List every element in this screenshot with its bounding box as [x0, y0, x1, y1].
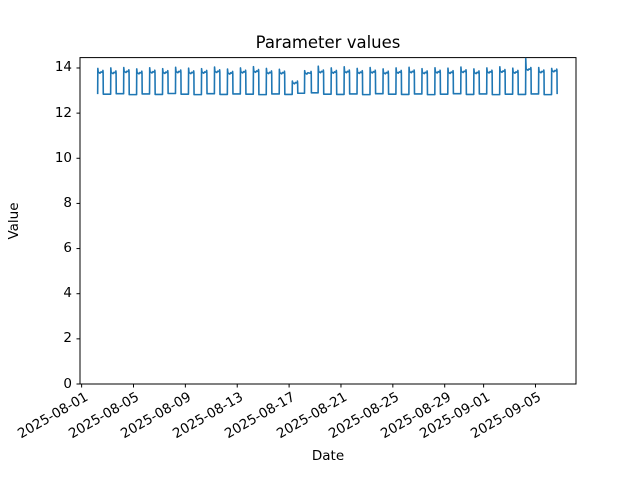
y-tick-label: 6: [63, 240, 72, 257]
plot-border: [79, 57, 577, 385]
y-tick-label: 14: [54, 59, 72, 76]
y-tick-label: 0: [63, 375, 72, 392]
y-tick-label: 8: [63, 194, 72, 211]
y-tick-label: 10: [54, 149, 72, 166]
y-tick-label: 4: [63, 285, 72, 302]
series-line: [96, 57, 558, 96]
y-tick-label: 12: [54, 104, 72, 121]
chart-title: Parameter values: [255, 33, 401, 52]
x-axis-label: Date: [311, 448, 345, 464]
y-tick-label: 2: [63, 330, 72, 347]
